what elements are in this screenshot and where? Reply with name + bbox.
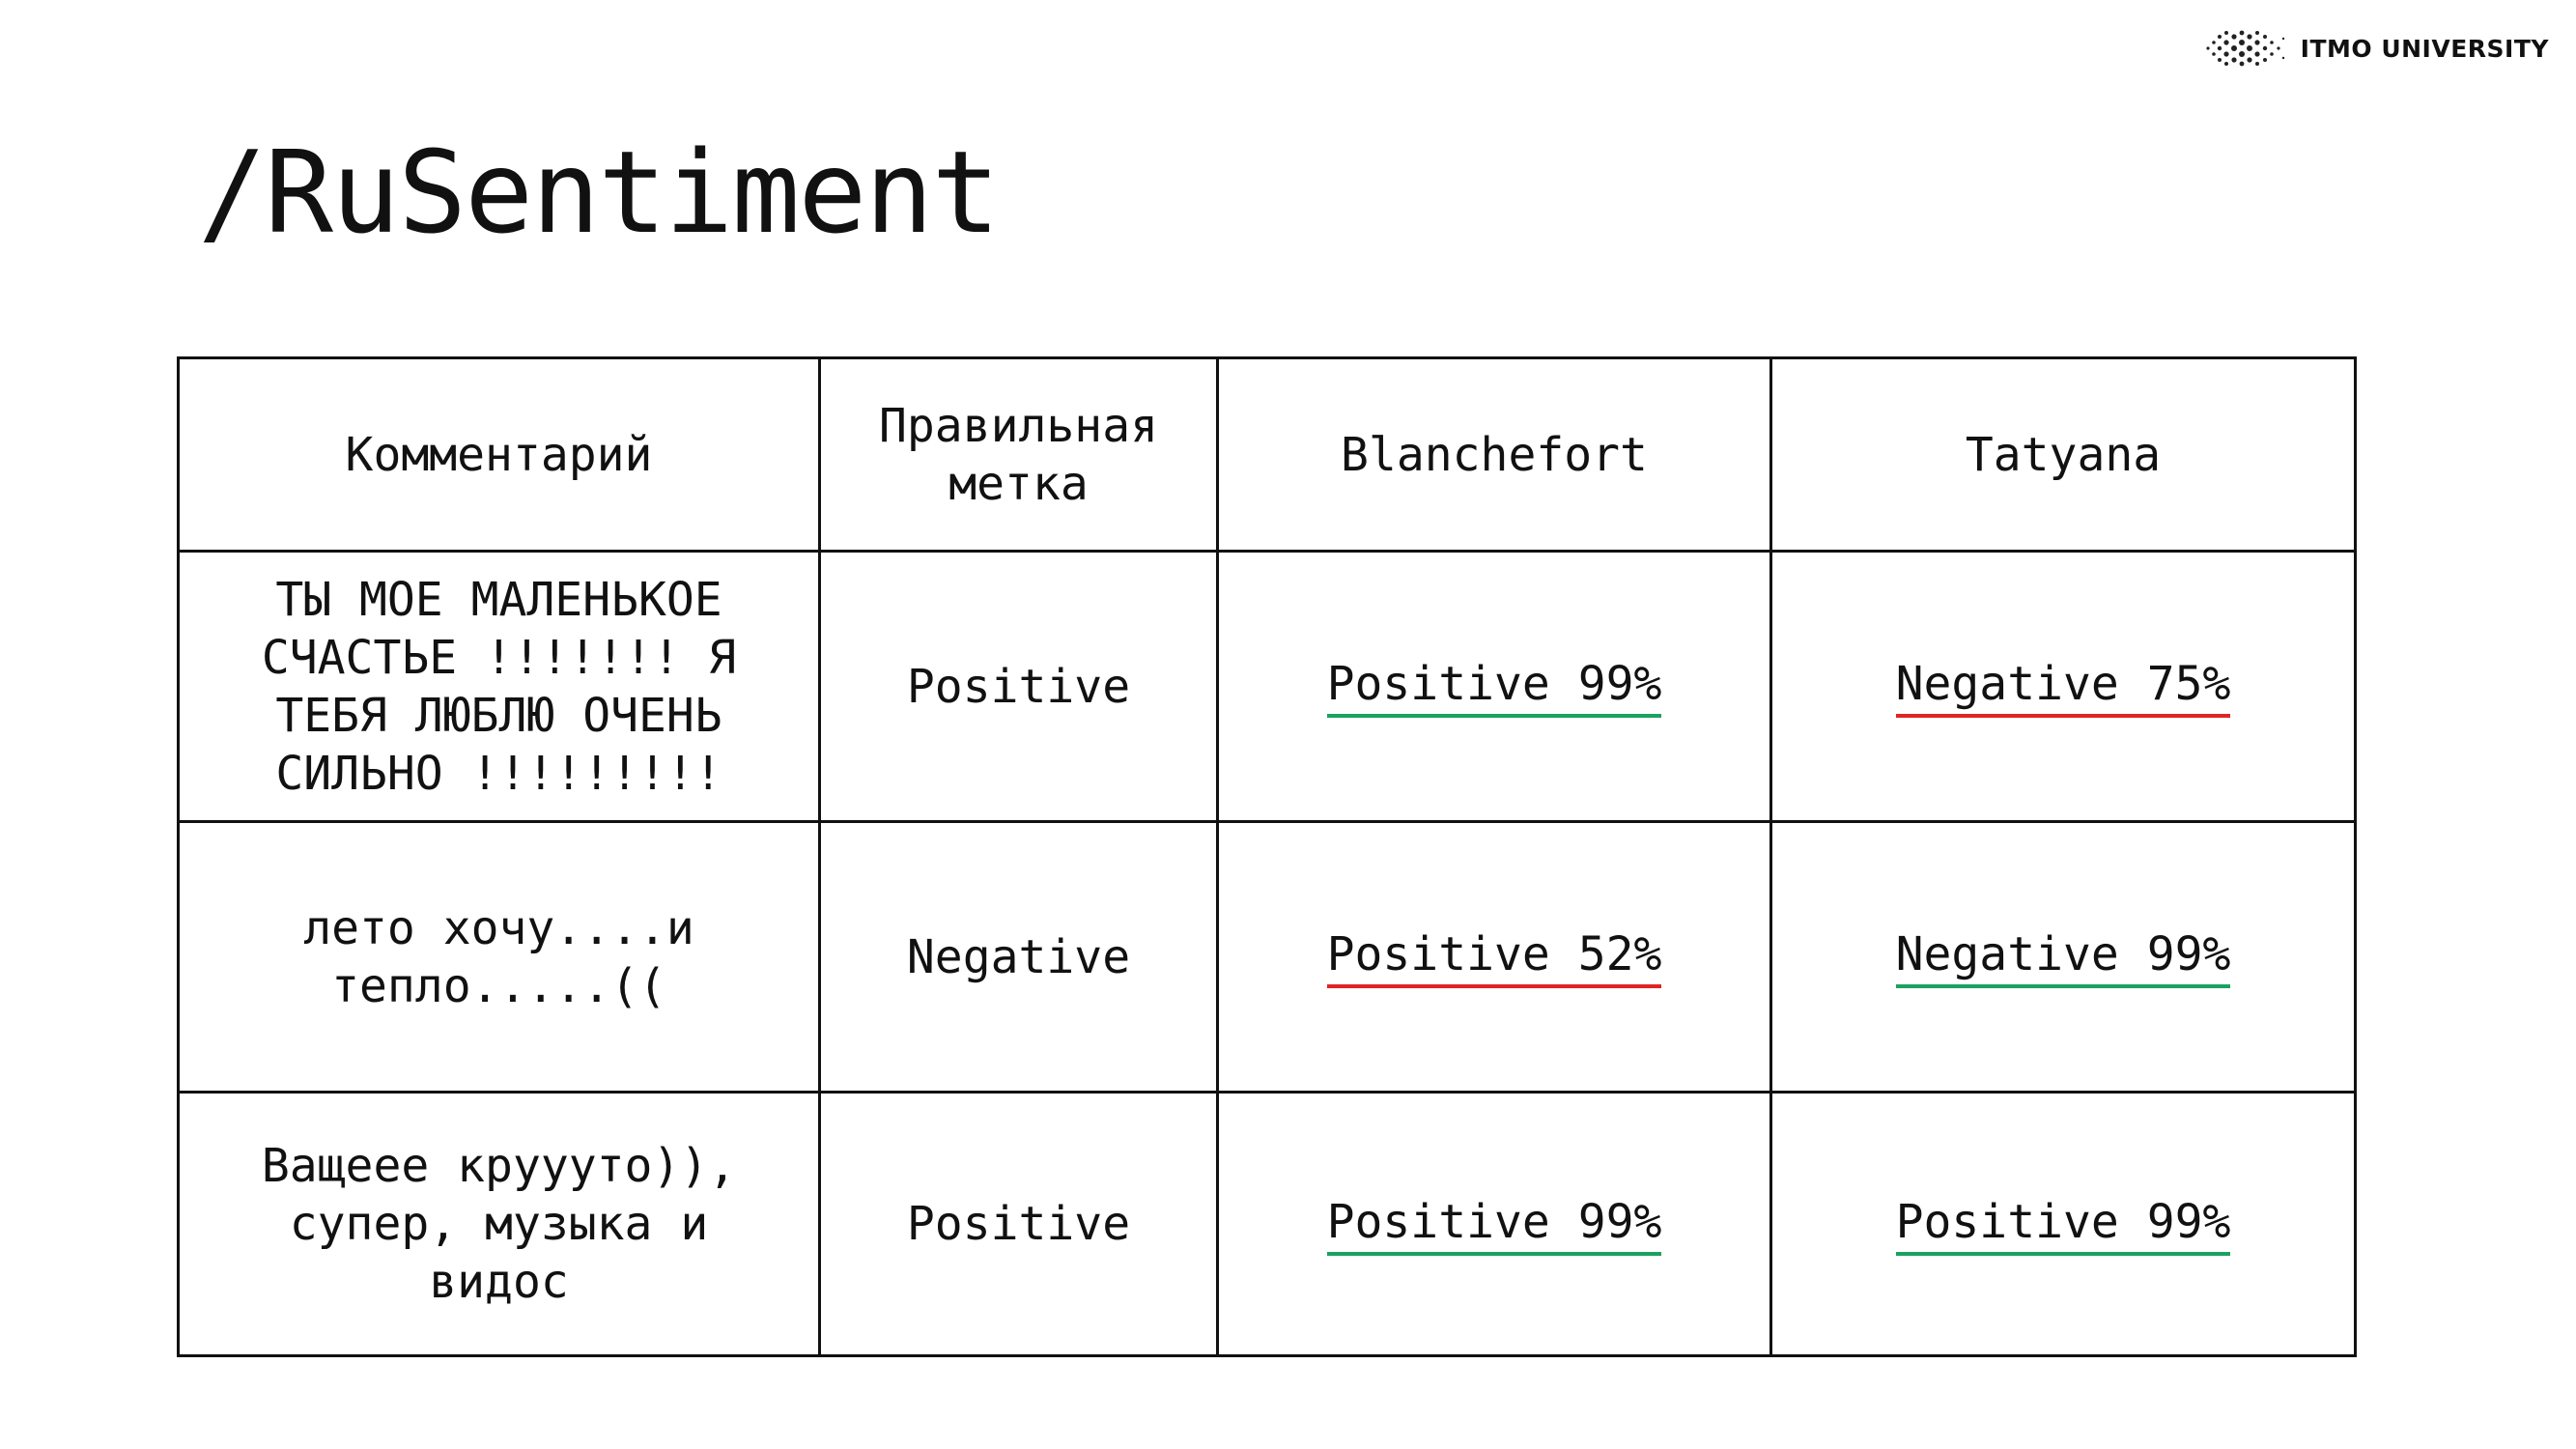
label-cell: Negative xyxy=(818,820,1219,1094)
itmo-logo: ITMO UNIVERSITY xyxy=(2202,27,2549,70)
blanchefort-cell: Positive 99% xyxy=(1216,1091,1772,1357)
header-label: Правильная метка xyxy=(818,356,1219,553)
table-row: лето хочу....и тепло.....(( Negative Pos… xyxy=(177,820,2357,1094)
header-blanchefort: Blanchefort xyxy=(1216,356,1772,553)
itmo-dots-logo-icon xyxy=(2206,30,2284,67)
tatyana-cell: Positive 99% xyxy=(1769,1091,2357,1357)
tatyana-cell: Negative 75% xyxy=(1769,550,2357,823)
prediction-correct: Positive 99% xyxy=(1326,655,1662,718)
header-comment: Комментарий xyxy=(177,356,821,553)
comment-cell: ТЫ МОЕ МАЛЕНЬКОЕ СЧАСТЬЕ !!!!!!! Я ТЕБЯ … xyxy=(177,550,821,823)
blanchefort-cell: Positive 52% xyxy=(1216,820,1772,1094)
prediction-correct: Positive 99% xyxy=(1326,1193,1662,1256)
table-row: Ващеее круууто)), супер, музыка и видос … xyxy=(177,1091,2357,1357)
table-row: ТЫ МОЕ МАЛЕНЬКОЕ СЧАСТЬЕ !!!!!!! Я ТЕБЯ … xyxy=(177,550,2357,823)
tatyana-cell: Negative 99% xyxy=(1769,820,2357,1094)
prediction-correct: Negative 99% xyxy=(1895,925,2231,988)
comment-cell: Ващеее круууто)), супер, музыка и видос xyxy=(177,1091,821,1357)
prediction-correct: Positive 99% xyxy=(1895,1193,2231,1256)
header-tatyana: Tatyana xyxy=(1769,356,2357,553)
label-cell: Positive xyxy=(818,1091,1219,1357)
label-cell: Positive xyxy=(818,550,1219,823)
results-table: Комментарий Правильная метка Blanchefort… xyxy=(177,356,2357,1357)
logo-text: ITMO UNIVERSITY xyxy=(2300,34,2549,63)
prediction-wrong: Negative 75% xyxy=(1895,655,2231,718)
prediction-wrong: Positive 52% xyxy=(1326,925,1662,988)
comment-cell: лето хочу....и тепло.....(( xyxy=(177,820,821,1094)
slide-title: /RuSentiment xyxy=(198,126,1001,259)
table-header-row: Комментарий Правильная метка Blanchefort… xyxy=(177,356,2357,553)
blanchefort-cell: Positive 99% xyxy=(1216,550,1772,823)
